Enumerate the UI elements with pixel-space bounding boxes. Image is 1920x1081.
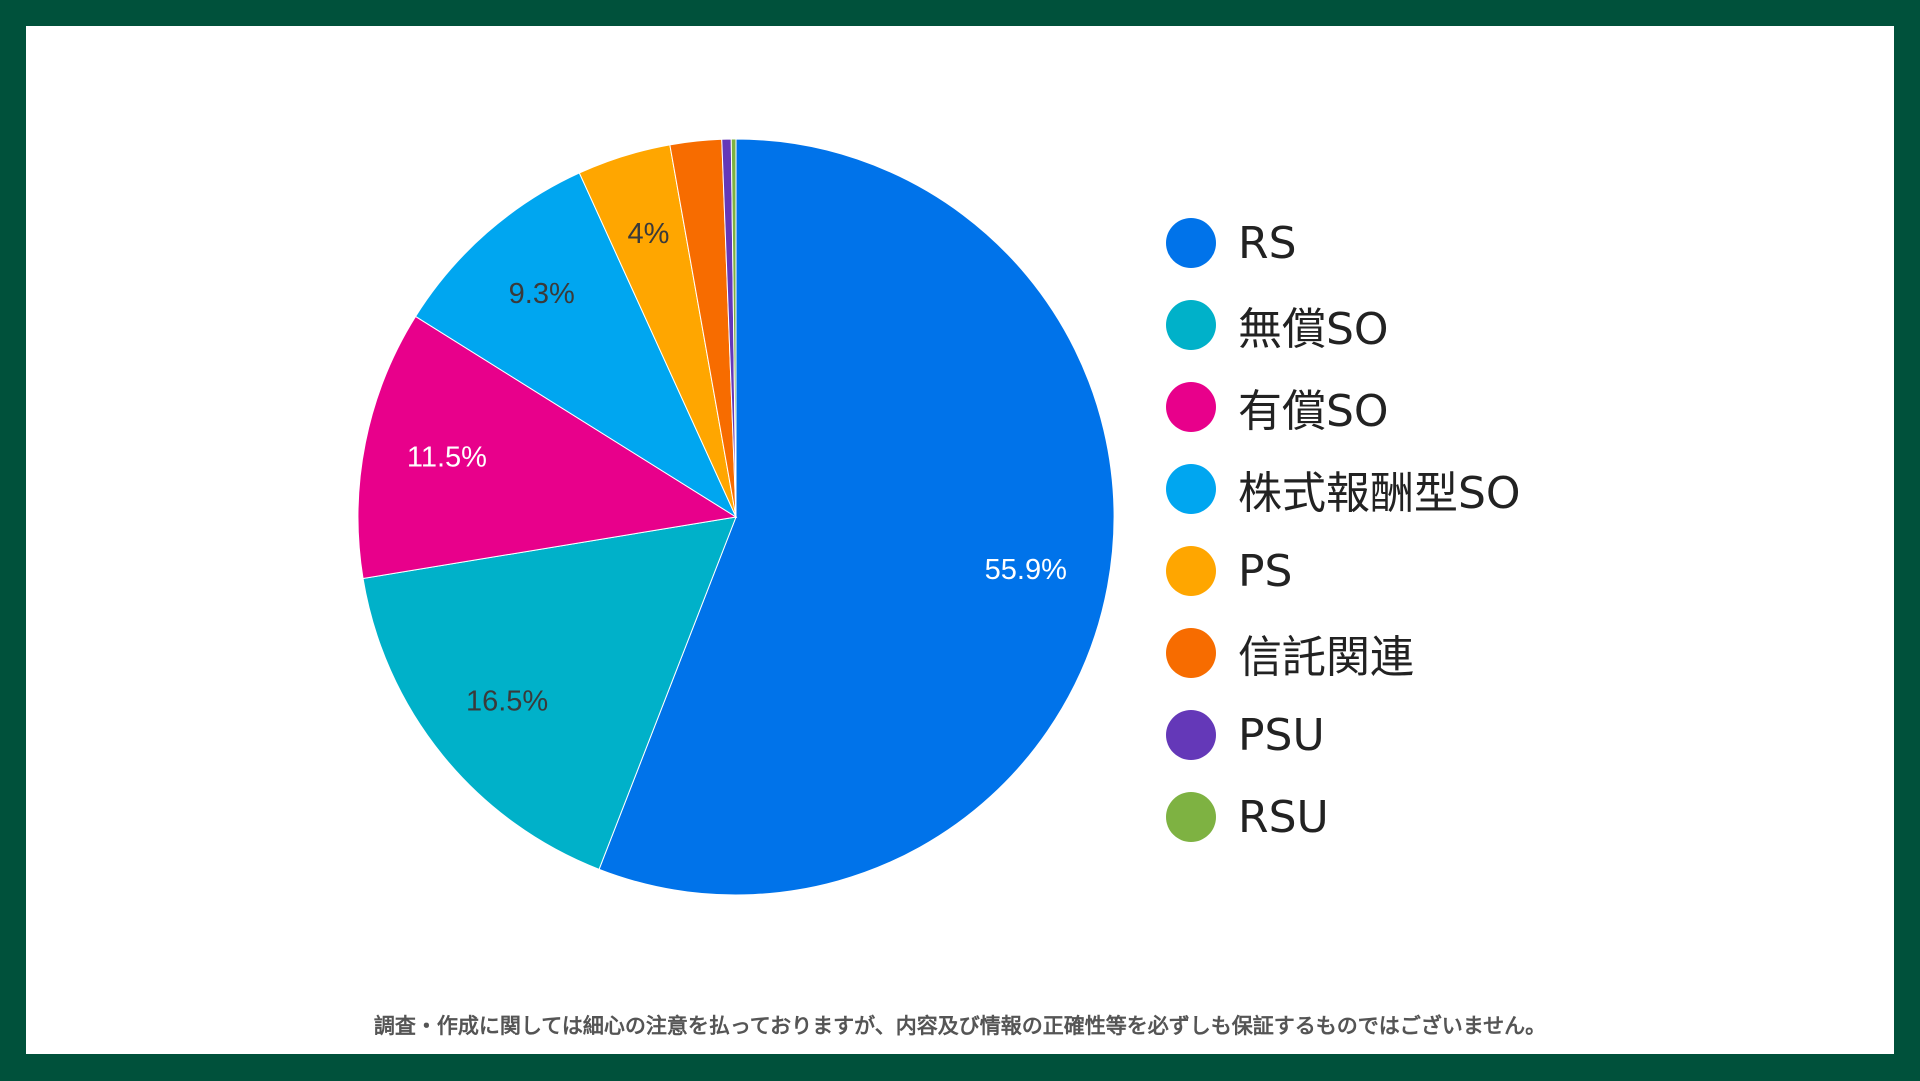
slice-data-label-4: 9.3% xyxy=(509,278,575,310)
legend-label: 有償SO xyxy=(1238,386,1389,437)
pie-chart: 55.9% 16.5% 11.5% 9.3% 4% xyxy=(357,138,1115,896)
legend-swatch xyxy=(1166,792,1216,842)
legend-label: RS xyxy=(1238,217,1297,269)
legend-swatch xyxy=(1166,300,1216,350)
disclaimer-text: 調査・作成に関しては細心の注意を払っておりますが、内容及び情報の正確性等を必ずし… xyxy=(373,1014,1547,1038)
pie-slices xyxy=(357,138,1115,896)
legend-item-4[interactable]: 株式報酬型SO xyxy=(1166,448,1521,530)
slice-data-label-2: 16.5% xyxy=(466,685,548,717)
pie-slice-8[interactable] xyxy=(730,138,737,518)
legend-label: 株式報酬型SO xyxy=(1238,468,1521,519)
legend-item-8[interactable]: RSU xyxy=(1166,776,1521,858)
legend-swatch xyxy=(1166,710,1216,760)
legend-swatch xyxy=(1166,464,1216,514)
slice-data-label-5: 4% xyxy=(627,218,669,250)
legend-swatch xyxy=(1166,382,1216,432)
legend-item-5[interactable]: PS xyxy=(1166,530,1521,612)
pie-slice-4[interactable] xyxy=(414,172,738,519)
legend-item-1[interactable]: RS xyxy=(1166,202,1521,284)
legend-item-7[interactable]: PSU xyxy=(1166,694,1521,776)
legend-label: PSU xyxy=(1238,709,1325,761)
legend-item-3[interactable]: 有償SO xyxy=(1166,366,1521,448)
slice-data-label-1: 55.9% xyxy=(985,554,1067,586)
pie-slice-1[interactable] xyxy=(598,138,1115,896)
legend-swatch xyxy=(1166,546,1216,596)
legend: RS 無償SO 有償SO 株式報酬型SO PS 信託関連 PSU RSU xyxy=(1166,202,1521,858)
legend-swatch xyxy=(1166,218,1216,268)
pie-slice-3[interactable] xyxy=(357,315,738,580)
legend-label: PS xyxy=(1238,545,1293,597)
legend-swatch xyxy=(1166,628,1216,678)
slice-data-label-3: 11.5% xyxy=(407,442,487,474)
legend-label: RSU xyxy=(1238,791,1329,843)
legend-item-6[interactable]: 信託関連 xyxy=(1166,612,1521,694)
pie-data-labels: 55.9% 16.5% 11.5% 9.3% 4% xyxy=(407,218,1067,717)
chart-panel: 55.9% 16.5% 11.5% 9.3% 4% RS 無償SO 有償SO 株式報酬型SO P… xyxy=(26,26,1894,1054)
legend-label: 信託関連 xyxy=(1238,632,1414,683)
legend-label: 無償SO xyxy=(1238,304,1389,355)
pie-slice-2[interactable] xyxy=(362,516,737,870)
legend-item-2[interactable]: 無償SO xyxy=(1166,284,1521,366)
